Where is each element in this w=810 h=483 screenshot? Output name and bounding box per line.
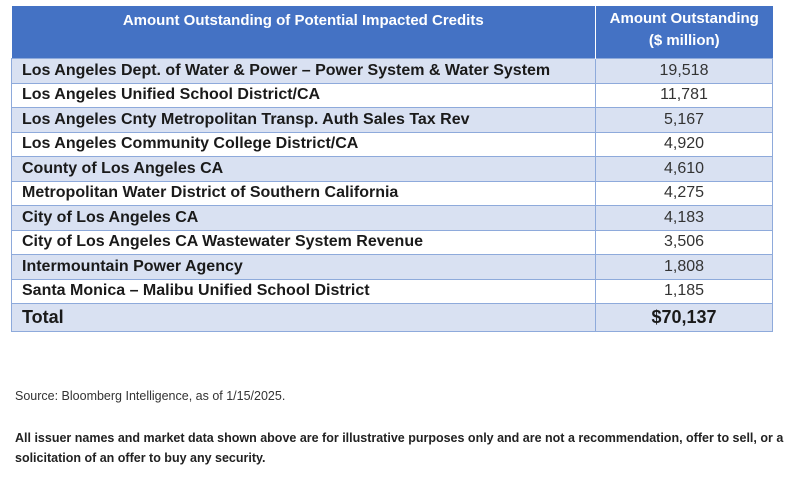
table-row: Metropolitan Water District of Southern … xyxy=(11,180,773,206)
table-row: Intermountain Power Agency 1,808 xyxy=(11,254,773,280)
credit-name-cell: City of Los Angeles CA Wastewater System… xyxy=(11,229,596,255)
header-row: Amount Outstanding of Potential Impacted… xyxy=(11,6,773,59)
credit-name-cell: Los Angeles Unified School District/CA xyxy=(11,82,596,108)
header-amount-outstanding: Amount Outstanding ($ million) xyxy=(595,6,773,59)
total-amount: $70,137 xyxy=(595,303,773,332)
credits-table: Amount Outstanding of Potential Impacted… xyxy=(11,6,773,332)
credit-name-cell: Los Angeles Community College District/C… xyxy=(11,131,596,157)
table-row: City of Los Angeles CA Wastewater System… xyxy=(11,229,773,255)
table-row: City of Los Angeles CA 4,183 xyxy=(11,205,773,231)
amount-cell: 4,183 xyxy=(595,205,773,231)
credit-name-cell: County of Los Angeles CA xyxy=(11,156,596,182)
amount-cell: 5,167 xyxy=(595,107,773,133)
header-amount-line2: ($ million) xyxy=(648,32,720,49)
amount-cell: 19,518 xyxy=(595,58,773,84)
credit-name-cell: Los Angeles Cnty Metropolitan Transp. Au… xyxy=(11,107,596,133)
amount-cell: 1,185 xyxy=(595,278,773,304)
table-body: Los Angeles Dept. of Water & Power – Pow… xyxy=(11,58,773,332)
amount-cell: 3,506 xyxy=(595,229,773,255)
credit-name-cell: Santa Monica – Malibu Unified School Dis… xyxy=(11,278,596,304)
table-row: Los Angeles Dept. of Water & Power – Pow… xyxy=(11,58,773,84)
credit-name-cell: Metropolitan Water District of Southern … xyxy=(11,180,596,206)
table-row: Los Angeles Community College District/C… xyxy=(11,131,773,157)
total-row: Total $70,137 xyxy=(11,303,773,332)
table-row: County of Los Angeles CA 4,610 xyxy=(11,156,773,182)
header-amount-line1: Amount Outstanding xyxy=(609,10,759,27)
amount-cell: 4,920 xyxy=(595,131,773,157)
amount-cell: 4,275 xyxy=(595,180,773,206)
amount-cell: 11,781 xyxy=(595,82,773,108)
total-label: Total xyxy=(11,303,596,332)
credit-name-cell: Intermountain Power Agency xyxy=(11,254,596,280)
credits-table-container: Amount Outstanding of Potential Impacted… xyxy=(11,6,773,332)
amount-cell: 1,808 xyxy=(595,254,773,280)
amount-cell: 4,610 xyxy=(595,156,773,182)
disclaimer-text: All issuer names and market data shown a… xyxy=(15,431,784,465)
table-row: Los Angeles Unified School District/CA 11… xyxy=(11,82,773,108)
credit-name-cell: Los Angeles Dept. of Water & Power – Pow… xyxy=(11,58,596,84)
header-credit-name: Amount Outstanding of Potential Impacted… xyxy=(11,6,596,59)
credit-name-cell: City of Los Angeles CA xyxy=(11,205,596,231)
table-row: Los Angeles Cnty Metropolitan Transp. Au… xyxy=(11,107,773,133)
source-note: Source: Bloomberg Intelligence, as of 1/… xyxy=(15,389,286,403)
table-header: Amount Outstanding of Potential Impacted… xyxy=(11,6,773,59)
table-row: Santa Monica – Malibu Unified School Dis… xyxy=(11,278,773,304)
